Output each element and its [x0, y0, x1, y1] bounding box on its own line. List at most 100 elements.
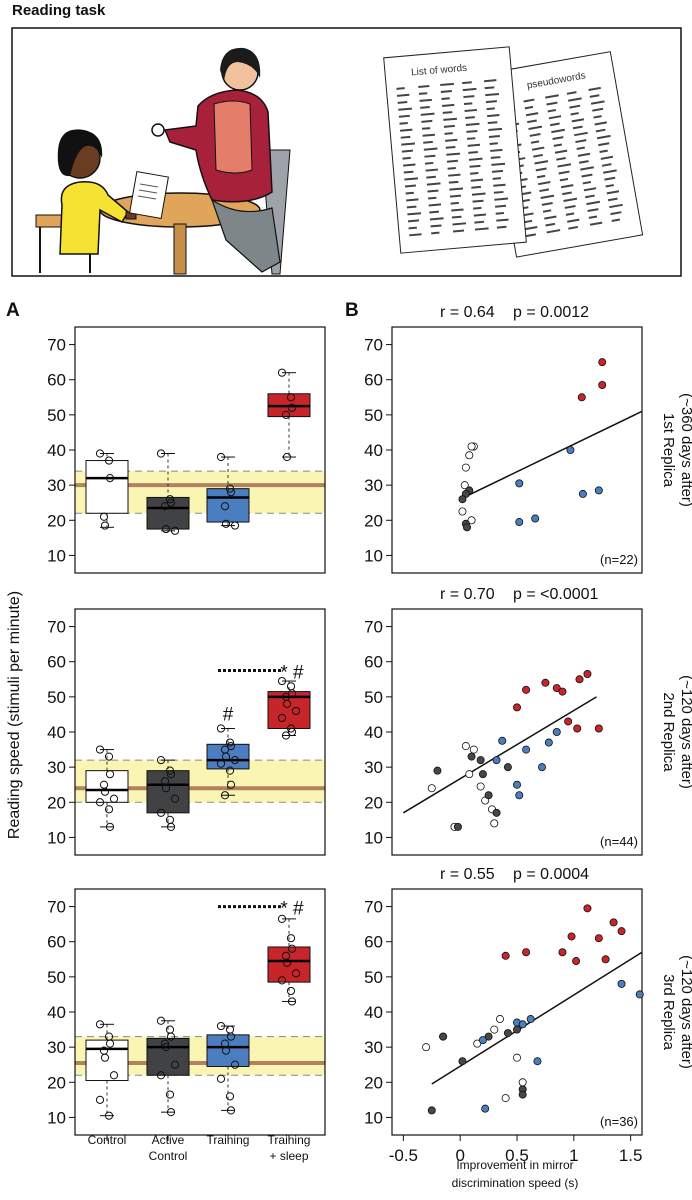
- y-tick-label: 60: [47, 371, 66, 390]
- box-point: [95, 1095, 105, 1104]
- scatter-point-sleep: [617, 927, 626, 936]
- box-point: [281, 410, 291, 419]
- significance-label: * #: [280, 899, 304, 920]
- box-point: [230, 1060, 240, 1069]
- word-line: [592, 107, 604, 112]
- box-point: [226, 741, 236, 751]
- box-point: [95, 1020, 105, 1029]
- scatter-point-sleep: [513, 703, 522, 712]
- sample-size-label: (n=44): [600, 834, 638, 849]
- box-point: [282, 958, 292, 967]
- box-point: [166, 770, 176, 779]
- word-line: [544, 215, 557, 220]
- y-tick-label: 20: [364, 1073, 383, 1092]
- box-point: [221, 752, 231, 761]
- word-line: [598, 142, 610, 147]
- scatter-point-training: [594, 486, 603, 495]
- scatter-point-sleep: [594, 724, 603, 733]
- box-point: [104, 752, 114, 761]
- word-line: [547, 109, 557, 113]
- word-line: [495, 204, 507, 208]
- word-line: [563, 197, 578, 203]
- scatter-point-sleep: [572, 957, 581, 966]
- word-line: [421, 127, 431, 130]
- box: [267, 946, 311, 983]
- word-line: [431, 231, 440, 235]
- y-tick-label: 70: [364, 898, 383, 917]
- x-tick-label: 1.5: [619, 1146, 643, 1165]
- box-point: [291, 706, 301, 716]
- word-line: [595, 128, 606, 133]
- box-point: [225, 766, 235, 775]
- scatter-point-active: [478, 770, 487, 779]
- word-line: [605, 184, 614, 188]
- word-line: [600, 155, 614, 160]
- y-tick-label: 30: [47, 476, 66, 495]
- y-tick-label: 70: [364, 618, 383, 637]
- scatter-point-control: [469, 745, 478, 754]
- word-line: [589, 221, 603, 226]
- box: [146, 770, 190, 814]
- box-point: [287, 403, 297, 412]
- scatter-point-training: [526, 1015, 535, 1024]
- word-line: [404, 184, 416, 188]
- box-point: [287, 727, 297, 737]
- y-tick-label: 40: [364, 1003, 383, 1022]
- word-line: [549, 122, 560, 127]
- box-point: [105, 822, 115, 831]
- box-point: [95, 745, 105, 754]
- word-line: [538, 181, 551, 186]
- scatter-point-active: [433, 766, 442, 775]
- word-line: [467, 143, 481, 147]
- word-line: [611, 218, 621, 222]
- y-tick-label: 20: [47, 793, 66, 812]
- y-tick-label: 60: [364, 933, 383, 952]
- word-line: [489, 142, 498, 145]
- scatter-point-training: [578, 489, 587, 498]
- word-line: [428, 196, 437, 200]
- scatter-point-training: [498, 736, 507, 745]
- scatter-point-active: [503, 763, 512, 772]
- word-line: [603, 169, 617, 174]
- scatter-point-control: [467, 516, 476, 525]
- scatter-point-control: [513, 1053, 522, 1062]
- word-line: [527, 119, 537, 124]
- box-point: [216, 759, 226, 768]
- word-line: [423, 147, 438, 151]
- scatter-point-active: [492, 808, 501, 817]
- box-point: [95, 798, 105, 807]
- scatter-point-sleep: [575, 675, 584, 684]
- scatter-point-control: [461, 463, 470, 472]
- word-line: [541, 201, 553, 206]
- box-point: [216, 1021, 226, 1031]
- word-line: [442, 111, 453, 114]
- scatter-point-sleep: [564, 717, 573, 726]
- scatter-point-sleep: [594, 934, 603, 943]
- word-line: [485, 100, 497, 104]
- word-line: [528, 125, 543, 131]
- teacher-figure: [151, 47, 281, 273]
- scatter-point-control: [473, 1039, 482, 1048]
- word-line: [578, 160, 589, 164]
- scatter-point-active: [462, 523, 471, 532]
- word-line: [424, 161, 434, 165]
- scatter-point-active: [467, 752, 476, 761]
- word-line: [546, 229, 561, 234]
- box-point: [165, 1090, 175, 1099]
- word-line: [448, 180, 459, 184]
- word-line: [523, 98, 535, 103]
- word-line: [470, 172, 479, 175]
- training-significance-label: #: [223, 705, 234, 726]
- scatter-point-training: [544, 738, 553, 747]
- scatter-point-control: [476, 782, 485, 791]
- word-line: [564, 205, 576, 209]
- word-line: [582, 181, 592, 185]
- word-line: [494, 197, 509, 201]
- y-tick-label: 50: [364, 406, 383, 425]
- word-line: [493, 183, 506, 187]
- box-point: [286, 986, 296, 996]
- word-line: [448, 173, 461, 177]
- x-tick-label: 0.5: [505, 1146, 529, 1165]
